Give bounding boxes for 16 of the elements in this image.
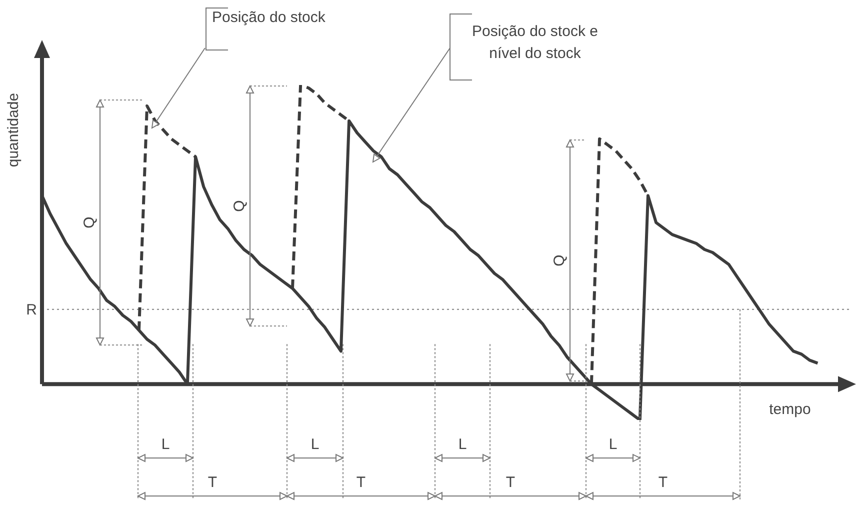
text: L — [161, 436, 170, 453]
text: T — [506, 474, 516, 491]
text: L — [608, 436, 618, 453]
ref-line-label: R — [26, 302, 38, 319]
text: Posição do stock e nível do stock — [472, 23, 598, 62]
annotation: Q — [231, 200, 248, 212]
y-axis-title: quantidade — [5, 92, 22, 168]
annotation: Q — [551, 254, 568, 266]
text: T — [658, 474, 668, 491]
annotation: Q — [81, 216, 98, 228]
text: Posição do stock — [212, 9, 326, 26]
text: T — [356, 474, 366, 491]
text: L — [458, 436, 467, 453]
text: T — [208, 474, 218, 491]
text: L — [310, 436, 320, 453]
x-axis-title: tempo — [769, 401, 811, 418]
